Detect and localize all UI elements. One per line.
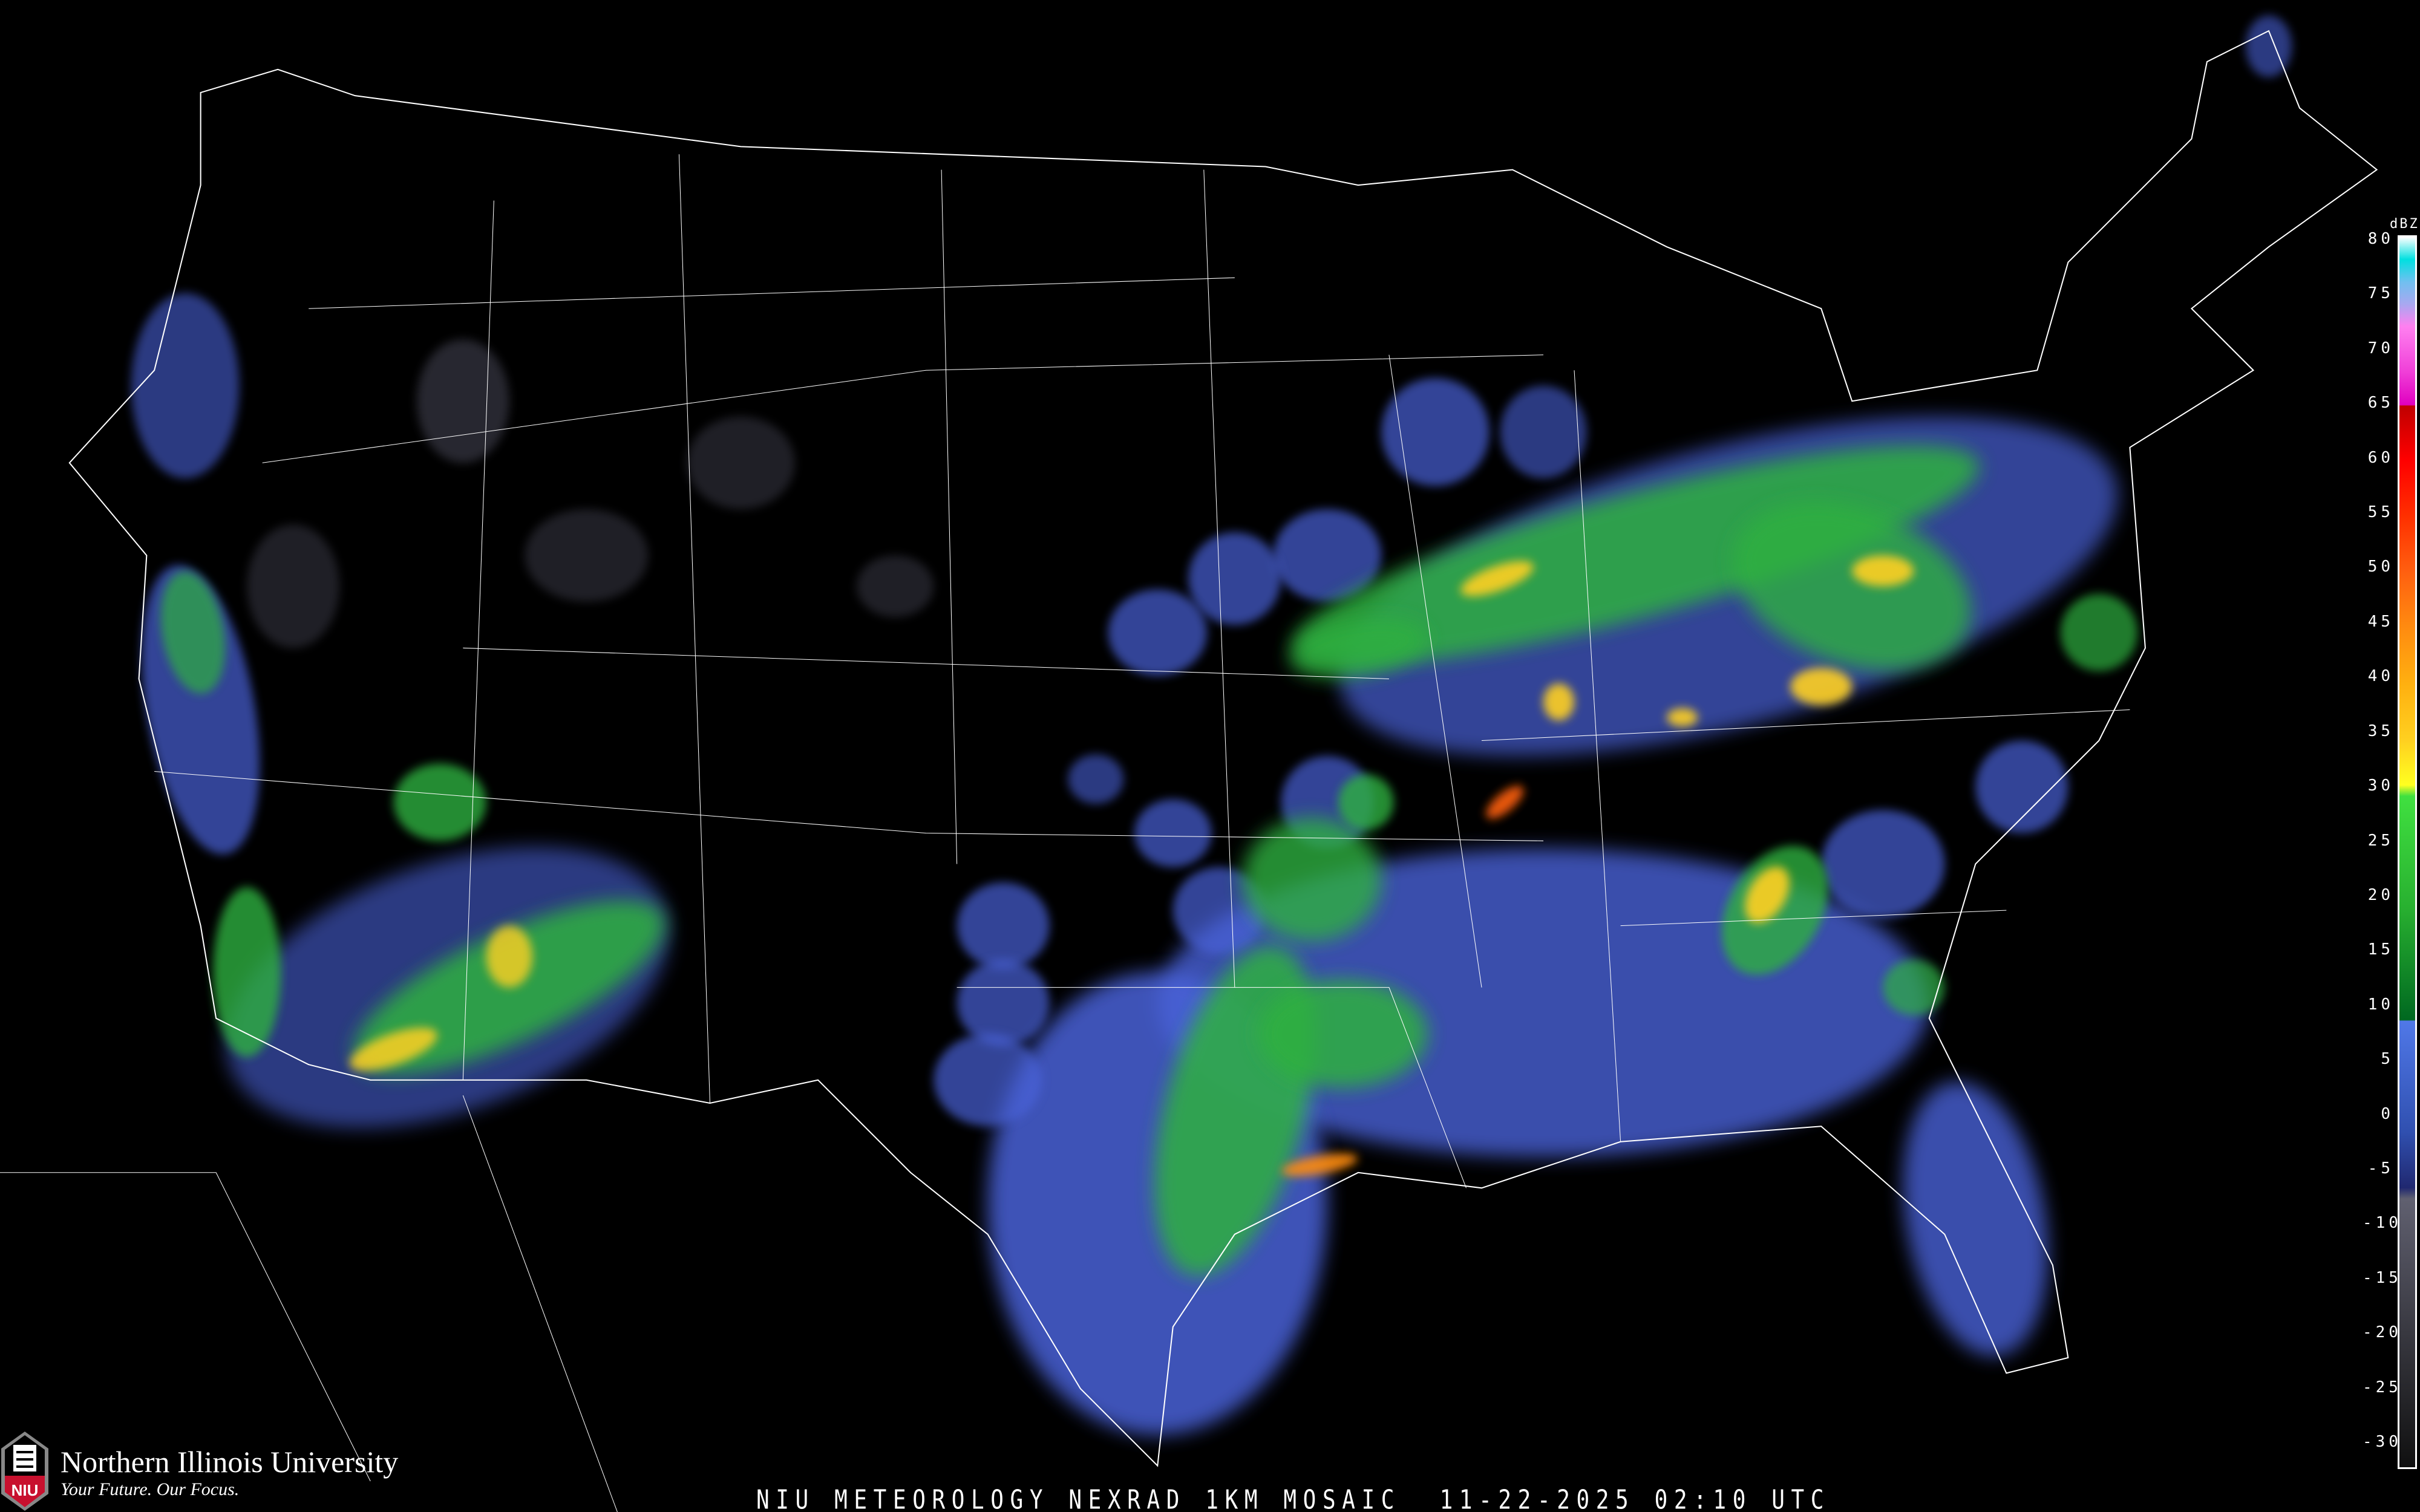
radar-echo	[393, 763, 486, 841]
legend-tick: 45	[2367, 612, 2394, 631]
legend-tick: 60	[2367, 448, 2394, 467]
radar-echo	[1500, 385, 1587, 478]
radar-echo	[1745, 866, 1790, 924]
radar-echo	[1258, 979, 1428, 1088]
radar-echo	[1852, 555, 1914, 587]
us-border	[68, 30, 2378, 1467]
legend-tick: -30	[2363, 1433, 2402, 1451]
legend-color-bar	[2398, 235, 2417, 1469]
legend-tick: 50	[2367, 558, 2394, 576]
radar-echo	[1883, 959, 1945, 1015]
radar-echo	[1975, 740, 2068, 833]
legend-tick: -25	[2363, 1378, 2402, 1396]
radar-echo	[957, 959, 1050, 1046]
legend-tick: 30	[2367, 777, 2394, 795]
radar-echo	[525, 509, 649, 602]
radar-echo	[213, 887, 281, 1057]
niu-logo: NIU	[1, 1432, 48, 1511]
legend-tick: 75	[2367, 284, 2394, 303]
radar-echo	[1188, 532, 1281, 625]
radar-echo	[1903, 1081, 2049, 1357]
radar-echo	[2060, 594, 2138, 671]
radar-echo	[247, 524, 340, 648]
radar-echo	[1108, 589, 1207, 676]
radar-echo	[486, 925, 533, 988]
legend-tick: -15	[2363, 1268, 2402, 1287]
radar-echo	[1242, 818, 1382, 942]
radar-echo	[1289, 618, 1427, 678]
radar-echo	[1338, 774, 1394, 830]
radar-echo	[687, 416, 795, 509]
radar-echo	[1543, 683, 1575, 721]
legend-tick: -20	[2363, 1323, 2402, 1342]
radar-echo	[1733, 502, 1971, 671]
university-tagline: Your Future. Our Focus.	[60, 1479, 240, 1499]
legend-tick: 35	[2367, 722, 2394, 740]
legend-unit: dBZ	[2390, 217, 2419, 232]
radar-echoes	[131, 15, 2292, 1435]
radar-echo	[856, 555, 934, 618]
legend-tick: 0	[2381, 1104, 2394, 1123]
legend-tick: 25	[2367, 831, 2394, 850]
radar-echo	[1068, 754, 1124, 804]
state-borders	[0, 154, 2130, 1512]
radar-echo	[1381, 378, 1490, 486]
radar-echo	[1821, 810, 1945, 918]
radar-echo	[2245, 15, 2292, 77]
legend-tick: 65	[2367, 394, 2394, 412]
university-name: Northern Illinois University	[60, 1445, 399, 1479]
legend-tick: -5	[2367, 1159, 2394, 1178]
radar-echo	[1460, 561, 1534, 596]
radar-echo	[131, 293, 240, 478]
radar-echo	[1134, 799, 1212, 867]
radar-echo	[1292, 446, 1980, 665]
legend-tick: 70	[2367, 339, 2394, 357]
radar-echo	[160, 572, 226, 694]
radar-echo	[1281, 1153, 1358, 1176]
radar-echo	[1486, 786, 1524, 819]
map-title: NIU METEOROLOGY NEXRAD 1KM MOSAIC 11-22-…	[756, 1485, 1831, 1512]
radar-echo	[1667, 708, 1698, 727]
svg-text:NIU: NIU	[11, 1481, 39, 1499]
legend-tick: -10	[2363, 1214, 2402, 1233]
legend-tick: 10	[2367, 995, 2394, 1014]
radar-echo	[350, 1028, 437, 1071]
radar-echo	[957, 882, 1050, 969]
legend-tick: 15	[2367, 940, 2394, 959]
legend-tick: 40	[2367, 667, 2394, 686]
radar-echo	[416, 339, 509, 463]
legend-tick: 55	[2367, 503, 2394, 522]
radar-echo	[1172, 867, 1266, 954]
radar-echo	[1790, 668, 1853, 705]
legend-tick: 5	[2381, 1050, 2394, 1069]
radar-echo	[1273, 509, 1382, 602]
legend-tick: 80	[2367, 230, 2394, 248]
radar-echo	[934, 1034, 1042, 1127]
legend-tick: 20	[2367, 885, 2394, 904]
